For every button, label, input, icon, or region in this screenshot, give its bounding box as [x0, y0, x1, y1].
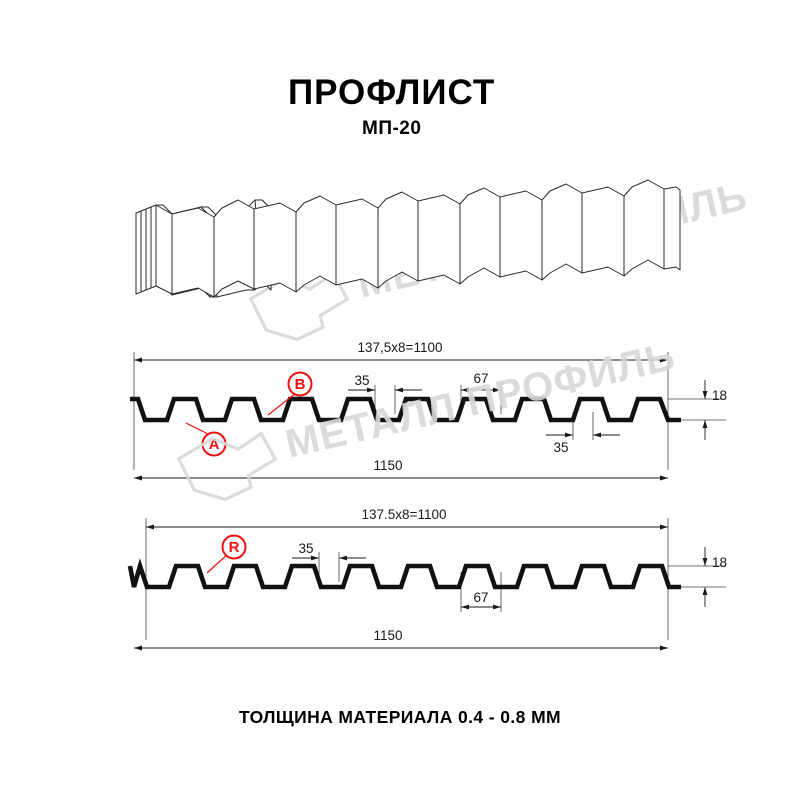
- page-subtitle: МП-20: [362, 118, 421, 139]
- marker-r-label: R: [229, 539, 240, 556]
- dim-label-bottom-overall: 1150: [373, 458, 402, 473]
- dimension-height-bottom: 18: [702, 547, 727, 607]
- dimension-top-overall: 137,5x8=1100: [134, 340, 668, 363]
- dimension-flat-lower-2: 67: [460, 572, 502, 612]
- dimension-height-top: 18: [702, 380, 727, 440]
- dimension-rib-upper: 35: [348, 373, 422, 414]
- footer-material-thickness: ТОЛЩИНА МАТЕРИАЛА 0.4 - 0.8 ММ: [239, 707, 561, 727]
- marker-a-label: A: [209, 436, 220, 453]
- dim-label-flat-upper: 67: [473, 371, 488, 386]
- dimension-top-overall-2: 137.5x8=1100: [146, 507, 668, 530]
- marker-b-label: B: [295, 376, 306, 393]
- profile-outline-bottom: [127, 558, 681, 590]
- marker-r: R: [206, 534, 247, 574]
- profile-outline-top: [130, 396, 681, 423]
- cross-section-front: 137,5x8=1100 1150 35 67: [130, 340, 727, 481]
- dimension-bottom-overall-2: 1150: [134, 628, 668, 651]
- dim-label-flat-lower-2: 67: [473, 590, 488, 605]
- dim-label-height-bottom: 18: [712, 555, 727, 570]
- dim-label-height-top: 18: [712, 388, 727, 403]
- dim-label-rib-upper-2: 35: [298, 541, 313, 556]
- dim-label-rib-lower: 35: [553, 440, 568, 455]
- dim-label-top-overall-2: 137.5x8=1100: [362, 507, 447, 522]
- dimension-bottom-overall: 1150: [134, 458, 668, 481]
- dim-label-bottom-overall-2: 1150: [373, 628, 402, 643]
- marker-b: B: [267, 371, 313, 416]
- page-title: ПРОФЛИСТ: [288, 73, 495, 112]
- dim-label-top-overall: 137,5x8=1100: [358, 340, 443, 355]
- dim-label-rib-upper: 35: [354, 373, 369, 388]
- isometric-profile-view: [135, 179, 681, 298]
- dimension-rib-upper-2: 35: [292, 541, 366, 582]
- watermark-logo-icon-2: [176, 431, 278, 502]
- cross-section-back: 137.5x8=1100 1150 35 67: [127, 507, 727, 651]
